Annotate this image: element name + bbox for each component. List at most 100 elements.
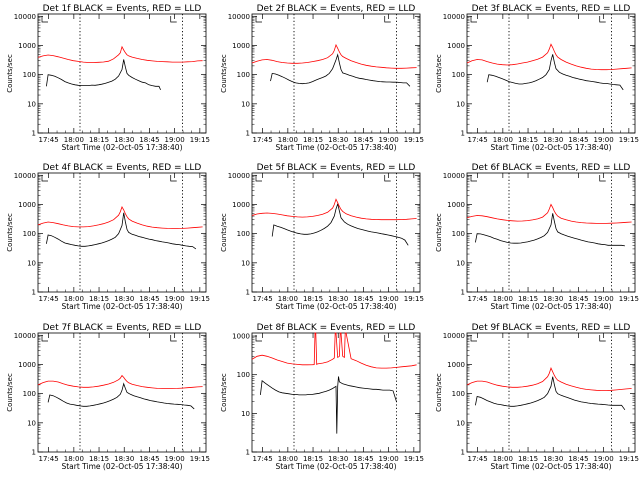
corner-marker-left bbox=[470, 335, 477, 342]
y-tick-label: 1 bbox=[461, 449, 465, 457]
x-tick-label: 19:00 bbox=[594, 295, 614, 303]
y-tick-label: 1 bbox=[461, 130, 465, 138]
x-tick-label: 19:15 bbox=[619, 136, 639, 144]
y-tick-label: 10000 bbox=[443, 332, 465, 340]
x-tick-label: 18:45 bbox=[139, 455, 159, 463]
x-axis-label: Start Time (02-Oct-05 17:38:40) bbox=[61, 143, 182, 152]
y-axis-label: Counts/sec bbox=[435, 373, 443, 412]
y-axis-label: Counts/sec bbox=[220, 373, 228, 412]
y-tick-label: 10000 bbox=[228, 172, 250, 180]
x-tick-label: 18:30 bbox=[543, 455, 563, 463]
events-series-line bbox=[46, 59, 161, 91]
y-tick-label: 10000 bbox=[443, 13, 465, 21]
x-tick-label: 19:00 bbox=[165, 136, 185, 144]
x-tick-label: 18:45 bbox=[568, 455, 588, 463]
corner-marker-right bbox=[599, 16, 606, 23]
x-tick-label: 18:00 bbox=[493, 455, 513, 463]
x-tick-label: 18:45 bbox=[353, 455, 373, 463]
chart-panel-8: Det 8f BLACK = Events, RED = LLD 1 10 100 10… bbox=[220, 323, 424, 471]
chart-title: Det 2f BLACK = Events, RED = LLD bbox=[257, 4, 416, 14]
x-tick-label: 18:00 bbox=[493, 136, 513, 144]
x-axis-label: Start Time (02-Oct-05 17:38:40) bbox=[490, 302, 611, 311]
chart-panel-5: Det 5f BLACK = Events, RED = LLD 1 10 100 10… bbox=[220, 163, 424, 311]
chart-title: Det 9f BLACK = Events, RED = LLD bbox=[472, 323, 631, 333]
x-tick-label: 18:00 bbox=[64, 136, 84, 144]
y-tick-label: 1000 bbox=[232, 42, 250, 50]
x-axis-label: Start Time (02-Oct-05 17:38:40) bbox=[275, 302, 396, 311]
corner-marker-right bbox=[384, 16, 391, 23]
y-tick-label: 1 bbox=[32, 449, 36, 457]
y-tick-label: 1 bbox=[246, 289, 250, 297]
y-tick-label: 10 bbox=[27, 419, 36, 427]
x-tick-label: 18:30 bbox=[543, 295, 563, 303]
x-tick-label: 18:45 bbox=[568, 136, 588, 144]
plot-frame bbox=[251, 13, 421, 134]
x-tick-label: 18:45 bbox=[139, 295, 159, 303]
y-tick-label: 1000 bbox=[18, 201, 36, 209]
x-tick-label: 19:15 bbox=[190, 136, 210, 144]
y-axis-label: Counts/sec bbox=[435, 54, 443, 93]
x-tick-label: 18:15 bbox=[518, 295, 538, 303]
events-series-line bbox=[475, 376, 626, 411]
plot-frame bbox=[37, 13, 207, 134]
x-tick-label: 19:15 bbox=[190, 295, 210, 303]
x-tick-label: 19:15 bbox=[619, 455, 639, 463]
chart-title: Det 1f BLACK = Events, RED = LLD bbox=[43, 4, 202, 14]
chart-panel-1: Det 1f BLACK = Events, RED = LLD 1 10 100 10… bbox=[6, 4, 210, 152]
corner-marker-right bbox=[599, 335, 606, 342]
y-tick-label: 1000 bbox=[18, 42, 36, 50]
y-axis-label: Counts/sec bbox=[220, 54, 228, 93]
chart-title: Det 5f BLACK = Events, RED = LLD bbox=[257, 163, 416, 173]
y-tick-label: 10 bbox=[27, 100, 36, 108]
y-tick-label: 100 bbox=[237, 230, 250, 238]
chart-title: Det 3f BLACK = Events, RED = LLD bbox=[472, 4, 631, 14]
plot-frame bbox=[37, 172, 207, 293]
x-tick-label: 19:15 bbox=[404, 136, 424, 144]
corner-marker-left bbox=[41, 335, 48, 342]
y-tick-label: 100 bbox=[452, 230, 465, 238]
y-tick-label: 100 bbox=[452, 71, 465, 79]
x-tick-label: 19:15 bbox=[619, 295, 639, 303]
x-axis-label: Start Time (02-Oct-05 17:38:40) bbox=[490, 462, 611, 471]
corner-marker-right bbox=[384, 335, 391, 342]
x-axis-label: Start Time (02-Oct-05 17:38:40) bbox=[61, 462, 182, 471]
y-tick-label: 1000 bbox=[447, 201, 465, 209]
events-series-line bbox=[271, 202, 409, 246]
chart-panel-4: Det 4f BLACK = Events, RED = LLD 1 10 100 10… bbox=[6, 163, 210, 311]
x-tick-label: 18:15 bbox=[303, 136, 323, 144]
corner-marker-left bbox=[41, 16, 48, 23]
y-tick-label: 10000 bbox=[228, 13, 250, 21]
y-tick-label: 1 bbox=[246, 449, 250, 457]
lld-series-line bbox=[466, 43, 632, 71]
x-tick-label: 18:30 bbox=[114, 136, 134, 144]
x-tick-label: 18:45 bbox=[568, 295, 588, 303]
chart-panel-9: Det 9f BLACK = Events, RED = LLD 1 10 100 10… bbox=[435, 323, 639, 471]
y-tick-label: 100 bbox=[23, 390, 36, 398]
lld-series-line bbox=[251, 332, 417, 369]
y-tick-label: 1000 bbox=[232, 201, 250, 209]
x-tick-label: 18:15 bbox=[303, 295, 323, 303]
lld-series-line bbox=[37, 45, 203, 63]
x-tick-label: 18:15 bbox=[303, 455, 323, 463]
x-axis-label: Start Time (02-Oct-05 17:38:40) bbox=[275, 462, 396, 471]
corner-marker-left bbox=[255, 175, 262, 182]
y-tick-label: 1000 bbox=[232, 333, 250, 341]
x-tick-label: 18:30 bbox=[114, 455, 134, 463]
x-tick-label: 18:30 bbox=[328, 455, 348, 463]
corner-marker-right bbox=[384, 175, 391, 182]
chart-title: Det 7f BLACK = Events, RED = LLD bbox=[43, 323, 202, 333]
lld-series-line bbox=[466, 203, 632, 224]
chart-title: Det 6f BLACK = Events, RED = LLD bbox=[472, 163, 631, 173]
x-tick-label: 19:00 bbox=[379, 136, 399, 144]
chart-panel-3: Det 3f BLACK = Events, RED = LLD 1 10 100 10… bbox=[435, 4, 639, 152]
plot-frame bbox=[466, 13, 636, 134]
plot-frame bbox=[466, 172, 636, 293]
events-series-line bbox=[270, 53, 411, 87]
y-tick-label: 10 bbox=[241, 100, 250, 108]
x-tick-label: 18:15 bbox=[89, 455, 109, 463]
x-tick-label: 18:45 bbox=[353, 136, 373, 144]
x-tick-label: 18:15 bbox=[518, 136, 538, 144]
y-axis-label: Counts/sec bbox=[220, 213, 228, 252]
x-axis-label: Start Time (02-Oct-05 17:38:40) bbox=[490, 143, 611, 152]
lld-series-line bbox=[466, 367, 632, 391]
